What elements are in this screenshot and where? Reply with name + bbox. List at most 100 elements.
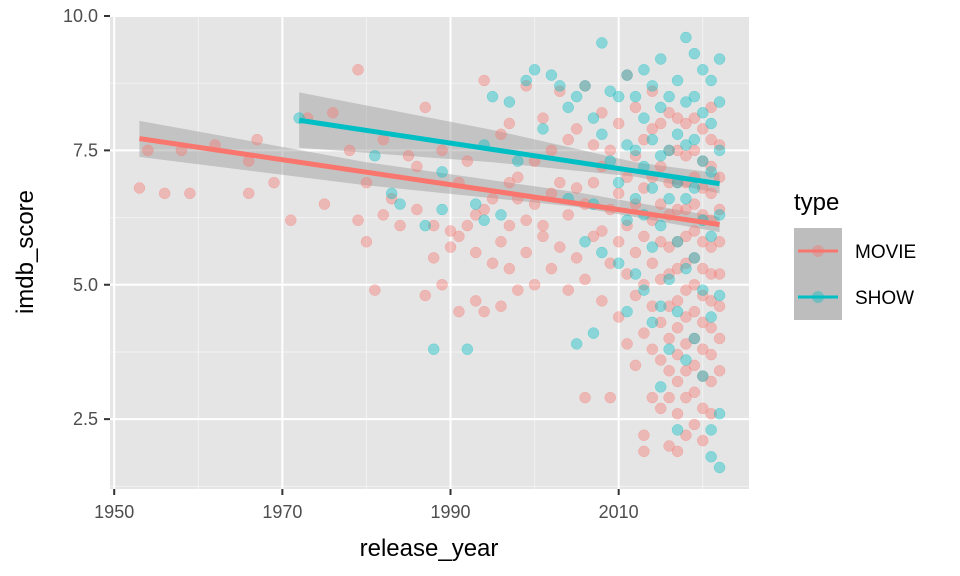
data-point-movie xyxy=(621,219,633,232)
data-point-show xyxy=(654,53,667,65)
data-point-show xyxy=(570,90,583,103)
data-point-show xyxy=(680,193,692,205)
data-point-show xyxy=(604,85,617,97)
data-point-movie xyxy=(697,402,709,415)
data-point-movie xyxy=(587,230,600,243)
data-point-movie xyxy=(713,332,726,345)
data-point-show xyxy=(713,461,726,474)
data-point-movie xyxy=(495,128,507,140)
data-point-movie xyxy=(671,445,684,458)
data-point-movie xyxy=(688,225,701,237)
data-point-show xyxy=(688,332,701,345)
data-point-show xyxy=(419,219,432,232)
data-point-show xyxy=(654,381,667,393)
data-point-show xyxy=(663,144,675,157)
data-point-movie xyxy=(680,365,692,377)
data-point-show xyxy=(503,96,516,108)
data-point-show xyxy=(638,112,650,124)
data-point-movie xyxy=(663,300,675,312)
data-point-show xyxy=(495,209,507,221)
data-point-movie xyxy=(503,219,516,232)
data-point-show xyxy=(612,176,625,189)
data-point-movie xyxy=(629,150,642,162)
data-point-movie xyxy=(436,144,448,157)
data-point-show xyxy=(680,96,692,108)
data-point-movie xyxy=(562,209,574,221)
y-tick-label: 10.0 xyxy=(63,6,98,26)
data-point-show xyxy=(612,90,625,103)
data-point-movie xyxy=(360,236,373,248)
data-point-movie xyxy=(570,252,583,264)
data-point-show xyxy=(545,69,558,81)
data-point-show xyxy=(688,90,701,103)
data-point-movie xyxy=(629,101,642,114)
data-point-movie xyxy=(453,230,465,243)
data-point-show xyxy=(705,117,717,130)
data-point-movie xyxy=(713,139,726,151)
data-point-movie xyxy=(688,279,701,291)
data-point-movie xyxy=(663,107,675,119)
data-point-movie xyxy=(495,300,507,312)
data-point-movie xyxy=(453,305,465,318)
data-point-show xyxy=(680,262,692,275)
data-point-movie xyxy=(478,203,490,216)
data-point-show xyxy=(713,53,726,65)
data-point-show xyxy=(478,214,490,226)
data-point-movie xyxy=(705,348,717,361)
data-point-movie xyxy=(377,209,390,221)
data-point-movie xyxy=(713,300,726,312)
data-point-show xyxy=(671,305,684,318)
data-point-movie xyxy=(705,187,717,200)
data-point-movie xyxy=(486,193,499,205)
data-point-show xyxy=(436,166,448,178)
data-point-movie xyxy=(242,187,255,200)
data-point-movie xyxy=(612,311,625,323)
data-point-show xyxy=(654,219,667,232)
data-point-movie xyxy=(663,241,675,253)
data-point-movie xyxy=(697,289,709,302)
data-point-show xyxy=(671,424,684,436)
data-point-show xyxy=(680,354,692,366)
data-point-movie xyxy=(587,139,600,151)
data-point-movie xyxy=(587,176,600,189)
data-point-movie xyxy=(705,160,717,173)
data-point-movie xyxy=(570,182,583,194)
data-point-movie xyxy=(663,144,675,157)
data-point-movie xyxy=(528,279,541,291)
data-point-movie xyxy=(629,246,642,259)
data-point-show xyxy=(596,246,608,259)
grid-lines xyxy=(110,15,749,489)
data-point-movie xyxy=(596,295,608,307)
data-point-movie xyxy=(604,144,617,157)
data-point-movie xyxy=(621,69,633,81)
data-point-show xyxy=(697,370,709,382)
legend-key-movie xyxy=(794,228,842,274)
data-point-movie xyxy=(520,214,532,226)
data-point-movie xyxy=(713,365,726,377)
data-point-movie xyxy=(638,230,650,243)
data-point-show xyxy=(587,327,600,339)
data-point-show xyxy=(713,96,726,108)
data-point-show xyxy=(705,451,717,463)
data-point-movie xyxy=(133,182,146,194)
data-point-movie xyxy=(671,375,684,388)
legend: type MOVIE SHOW xyxy=(794,189,916,320)
data-point-movie xyxy=(638,182,650,194)
data-point-movie xyxy=(654,316,667,329)
data-point-movie xyxy=(184,187,196,200)
data-point-movie xyxy=(545,262,558,275)
data-point-show xyxy=(629,193,642,205)
data-point-movie xyxy=(612,117,625,130)
data-point-show xyxy=(469,198,482,210)
data-point-movie xyxy=(596,107,608,119)
data-point-movie xyxy=(646,257,659,269)
data-point-show xyxy=(537,123,549,135)
data-point-movie xyxy=(503,176,516,189)
data-point-movie xyxy=(545,144,558,157)
data-point-show xyxy=(486,90,499,103)
panel-background xyxy=(110,16,749,489)
data-point-movie xyxy=(671,262,684,275)
data-point-movie xyxy=(469,209,482,221)
data-point-movie xyxy=(554,176,566,189)
data-point-show xyxy=(520,74,532,87)
